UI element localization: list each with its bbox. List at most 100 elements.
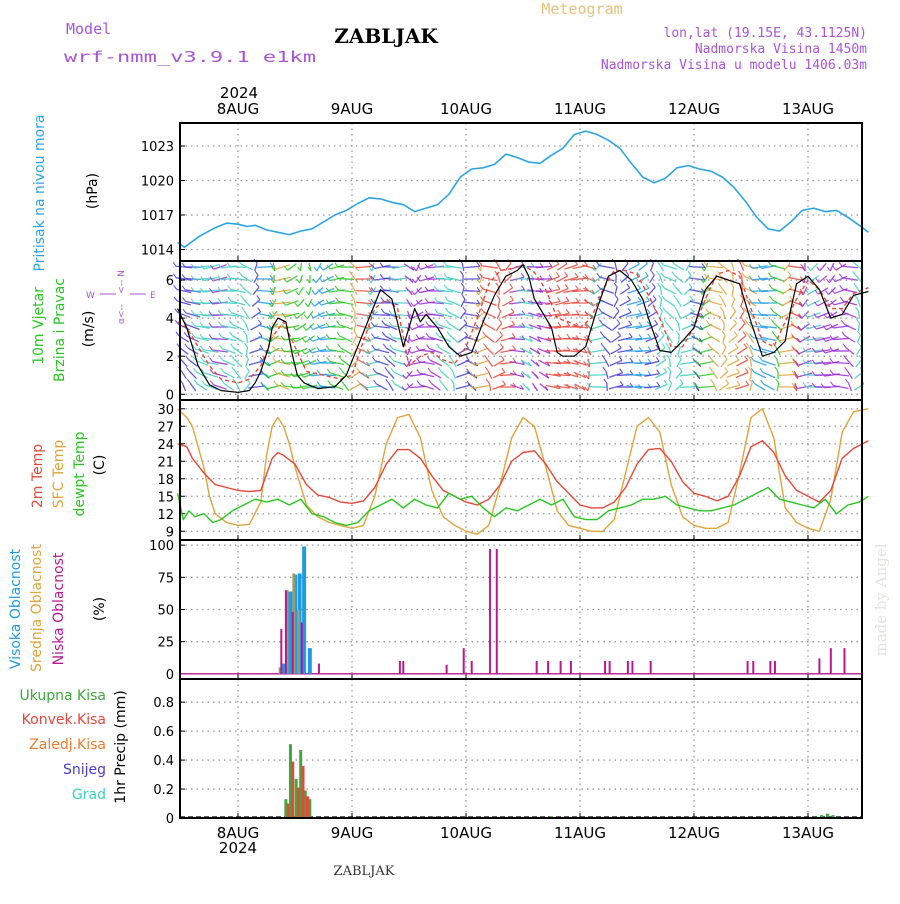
wind-barb [425,287,428,291]
wind-barb [599,308,602,312]
wind-barb [320,266,323,270]
wind-barb [759,357,762,361]
wind-barb [604,379,607,383]
wind-barb [845,367,848,371]
wind-barb-field [173,259,864,391]
wind-barb [735,344,738,348]
wind-barb [438,367,441,371]
wind-barb [483,289,497,293]
wind-barb [856,319,859,323]
wind-barb [483,343,486,347]
wind-barb [656,360,666,366]
wind-barb [231,355,234,359]
wind-barb [219,345,222,349]
wind-barb [590,375,606,376]
wind-barb [446,320,449,324]
low-cloud-bar [301,622,303,673]
wind-barb [427,356,430,360]
wind-barb [839,274,842,278]
model-altitude-label: Nadmorska Visina u modelu 1406.03m [601,58,867,73]
wind-barb [749,379,752,383]
wind-barb [557,297,560,301]
wind-barb [498,307,501,311]
wind-barb [721,319,724,323]
wind-barb [451,379,454,383]
wind-barb [371,322,374,326]
wind-barb [244,299,251,306]
wind-barb [374,326,390,328]
wind-barb [531,263,534,267]
wind-barb [770,296,773,300]
wind-barb [312,290,315,294]
low-cloud-bar [285,590,287,674]
low-cloud-bar [631,661,633,674]
wind-barb [758,322,761,326]
wind-barb [644,386,660,388]
y-tick-label: 25 [157,636,174,651]
wind-barb [173,262,176,266]
wind-barb [522,298,525,302]
y-tick-label: 0 [166,388,174,403]
wind-barb [771,319,774,323]
wind-barb [639,335,642,339]
wind-barb [356,302,372,304]
wind-barb [417,369,420,373]
wind-barb [274,381,277,385]
wind-barb [648,346,651,350]
wind-barb [436,332,439,336]
wind-barb [728,348,738,354]
wind-barb [194,380,197,384]
bottom-day-label: 9AUG [331,824,373,842]
wind-barb [733,319,736,323]
wind-barb [221,368,224,372]
wind-barb [336,298,339,302]
wind-barb [461,283,464,287]
wind-barb [430,360,442,365]
y-tick-label: 4 [166,312,174,327]
bottom-day-label: 11AUG [554,824,606,842]
wind-barb [317,382,320,386]
wind-barb [764,384,775,390]
wind-barb [335,286,338,290]
wind-barb [615,295,618,299]
wind-barb [221,380,224,384]
wind-barb [673,295,676,299]
wind-barb [732,295,735,299]
wind-barb [596,262,599,266]
wind-barb [342,360,351,367]
wind-barb [711,348,720,355]
wind-barb [722,299,726,307]
wind-barb [372,345,375,349]
wind-ylabel-2: Brzina i Pravac [52,278,68,382]
low-cloud-bar [604,661,606,674]
wind-barb [779,350,794,353]
wind-barb [509,350,524,352]
wind-barb [336,309,339,313]
wind-barb [651,263,654,271]
wind-barb [309,287,311,295]
wind-barb [295,303,298,307]
wind-barb [660,287,661,295]
wind-barb [481,308,484,312]
wind-barb [326,346,329,350]
low-cloud-bar [752,661,754,674]
wind-barb [495,348,504,355]
dewpt-ylabel: dewpt Temp [72,431,88,516]
wind-barb [419,339,435,340]
wind-barb [712,359,719,366]
wind-barb [732,287,733,295]
conv-rain-bar [301,766,304,818]
wind-barb [257,267,273,268]
wind-barb [539,372,549,378]
wind-barb [645,272,648,276]
wind-barb [618,344,621,348]
low-cloud-ylabel: Niska Oblacnost [51,552,67,665]
wind-barb [690,296,693,300]
wind-barb [390,345,393,349]
compass-north: <-- N [117,270,127,294]
wind-barb [731,299,734,307]
wind-barb [268,360,280,365]
wind-barb [857,347,862,355]
wind-barb [659,275,662,283]
